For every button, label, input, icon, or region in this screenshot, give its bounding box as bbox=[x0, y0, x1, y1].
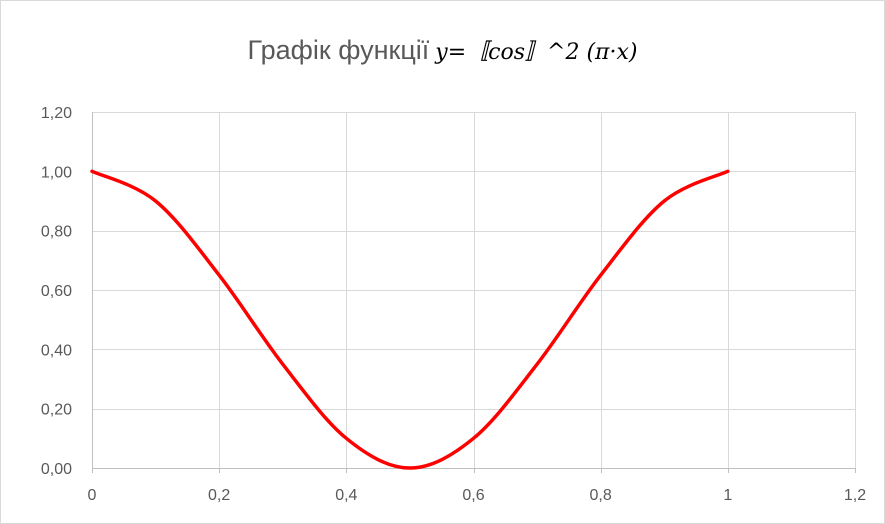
x-tick-label: 1 bbox=[723, 487, 732, 504]
x-tick-label: 0,2 bbox=[208, 487, 230, 504]
y-tick-label: 0,60 bbox=[41, 283, 72, 300]
series-line bbox=[90, 169, 730, 470]
y-tick-label: 0,80 bbox=[41, 224, 72, 241]
y-tick-label: 1,00 bbox=[41, 164, 72, 181]
y-tick-label: 0,20 bbox=[41, 402, 72, 419]
x-tick-label: 0,4 bbox=[335, 487, 357, 504]
x-tick-label: 1,2 bbox=[844, 487, 866, 504]
chart-title-text: Графік функції bbox=[247, 35, 430, 65]
x-tick-label: 0,6 bbox=[462, 487, 484, 504]
chart-title: Графік функції y=〚cos〛^2 (π·x) bbox=[0, 34, 885, 66]
axes bbox=[92, 112, 856, 473]
series-layer bbox=[90, 169, 730, 470]
y-tick-label: 0,40 bbox=[41, 342, 72, 359]
x-tick-label: 0 bbox=[88, 487, 97, 504]
y-tick-label: 1,20 bbox=[41, 105, 72, 122]
tick-labels: 0,00 0,20 0,40 0,60 0,80 1,00 1,20 0 0,2 0,4 0,6 0,… bbox=[41, 105, 866, 504]
gridlines bbox=[92, 112, 856, 468]
x-tick-label: 0,8 bbox=[590, 487, 612, 504]
y-tick-label: 0,00 bbox=[41, 461, 72, 478]
chart-title-formula: y=〚cos〛^2 (π·x) bbox=[435, 40, 638, 65]
